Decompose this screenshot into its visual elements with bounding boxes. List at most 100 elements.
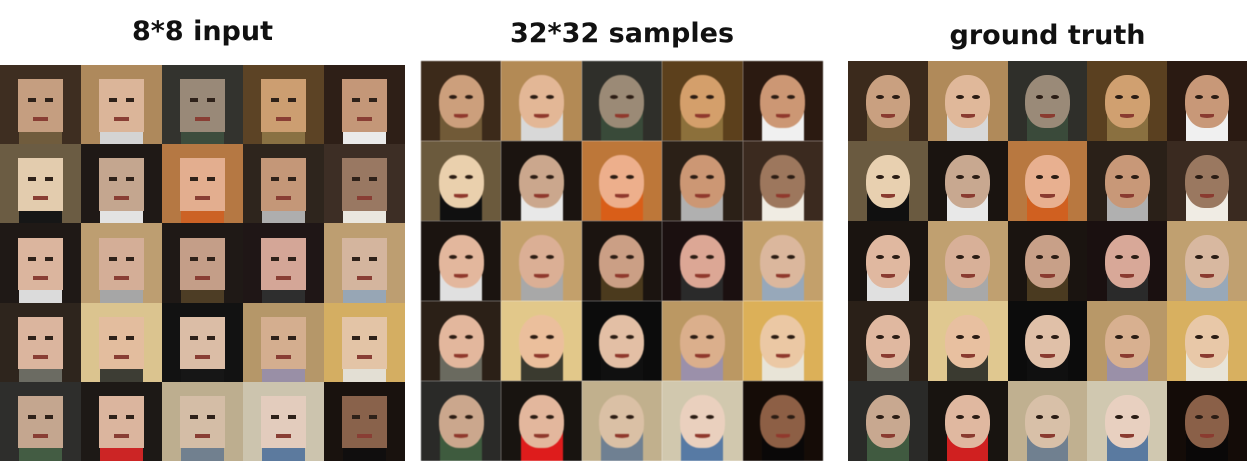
face-thumbnail xyxy=(848,301,928,381)
face-sideL xyxy=(324,232,344,303)
face-thumbnail xyxy=(742,141,823,221)
face-thumbnail xyxy=(81,381,162,461)
face-thumbnail xyxy=(421,141,502,221)
face-thumbnail xyxy=(848,381,928,461)
face-sideR xyxy=(803,390,823,461)
face-sideR xyxy=(908,390,928,461)
face-face xyxy=(1025,235,1070,289)
face-feature xyxy=(44,335,53,340)
face-feature xyxy=(109,415,118,419)
face-face xyxy=(1184,395,1230,449)
face-feature xyxy=(1051,334,1060,339)
face-thumbnail xyxy=(1087,221,1168,301)
face-feature xyxy=(1120,433,1135,438)
face-feature xyxy=(1211,254,1220,259)
face-sideR xyxy=(482,230,502,301)
face-sideL xyxy=(581,310,602,381)
face-feature xyxy=(33,196,48,201)
face-sideL xyxy=(662,150,682,221)
face-sideL xyxy=(662,70,682,141)
face-face xyxy=(679,395,725,449)
face-feature xyxy=(206,98,215,103)
face-sideL xyxy=(848,230,868,301)
face-feature xyxy=(1115,334,1124,339)
face-feature xyxy=(33,275,48,280)
face-feature xyxy=(880,353,896,358)
face-feature xyxy=(1199,273,1215,278)
face-sideR xyxy=(723,310,743,381)
face-feature xyxy=(1040,193,1055,198)
face-feature xyxy=(529,414,538,419)
face-sideL xyxy=(162,312,182,382)
face-sideR xyxy=(642,70,663,141)
face-sideR xyxy=(482,390,502,461)
face-sideL xyxy=(927,230,947,301)
face-sideL xyxy=(662,390,682,461)
input-image-grid xyxy=(0,65,405,461)
face-feature xyxy=(706,414,715,419)
face-thumbnail xyxy=(324,302,405,382)
face-feature xyxy=(960,433,975,438)
face-feature xyxy=(695,353,710,358)
face-thumbnail xyxy=(1167,301,1247,381)
face-thumbnail xyxy=(162,65,243,145)
truth-panel-title: ground truth xyxy=(949,20,1146,51)
face-feature xyxy=(1040,113,1055,118)
face-feature xyxy=(1120,113,1135,118)
face-face xyxy=(438,155,484,209)
face-thumbnail xyxy=(421,381,502,461)
face-face xyxy=(1104,315,1150,369)
face-sideL xyxy=(501,230,521,301)
face-face xyxy=(438,315,484,369)
face-feature xyxy=(614,113,630,118)
face-feature xyxy=(206,256,215,261)
face-face xyxy=(17,79,64,132)
face-thumbnail xyxy=(742,381,823,461)
face-sideR xyxy=(385,74,405,145)
face-feature xyxy=(125,177,134,182)
face-face xyxy=(98,237,145,290)
face-feature xyxy=(875,174,884,179)
face-sideR xyxy=(562,70,582,141)
face-sideR xyxy=(723,150,743,221)
face-feature xyxy=(44,415,53,419)
face-face xyxy=(98,316,145,370)
face-sideR xyxy=(61,74,81,145)
face-feature xyxy=(775,273,791,278)
face-sideR xyxy=(223,312,243,382)
face-sideR xyxy=(1068,150,1088,221)
face-face xyxy=(519,315,565,369)
face-feature xyxy=(960,353,975,358)
face-sideR xyxy=(988,70,1008,141)
face-feature xyxy=(971,174,980,179)
face-feature xyxy=(786,334,795,339)
face-sideL xyxy=(0,312,20,382)
face-sideL xyxy=(501,310,521,381)
face-thumbnail xyxy=(81,144,162,224)
face-feature xyxy=(690,414,699,419)
face-feature xyxy=(960,113,975,118)
face-feature xyxy=(276,434,291,438)
face-sideL xyxy=(581,230,602,301)
face-thumbnail xyxy=(501,301,582,381)
face-feature xyxy=(368,335,377,340)
face-thumbnail xyxy=(1167,221,1247,301)
face-sideL xyxy=(1167,390,1187,461)
face-thumbnail xyxy=(0,223,81,303)
face-feature xyxy=(357,275,372,280)
face-feature xyxy=(609,414,618,419)
face-feature xyxy=(1199,353,1215,358)
face-feature xyxy=(125,335,134,340)
face-feature xyxy=(109,335,118,340)
face-sideR xyxy=(803,310,823,381)
face-sideL xyxy=(243,232,263,303)
face-feature xyxy=(352,98,361,103)
face-feature xyxy=(352,415,361,419)
face-feature xyxy=(276,117,291,122)
face-feature xyxy=(276,275,291,280)
face-thumbnail xyxy=(848,61,928,141)
face-face xyxy=(179,316,226,370)
face-thumbnail xyxy=(162,223,243,303)
face-feature xyxy=(545,334,554,339)
face-feature xyxy=(195,196,210,201)
